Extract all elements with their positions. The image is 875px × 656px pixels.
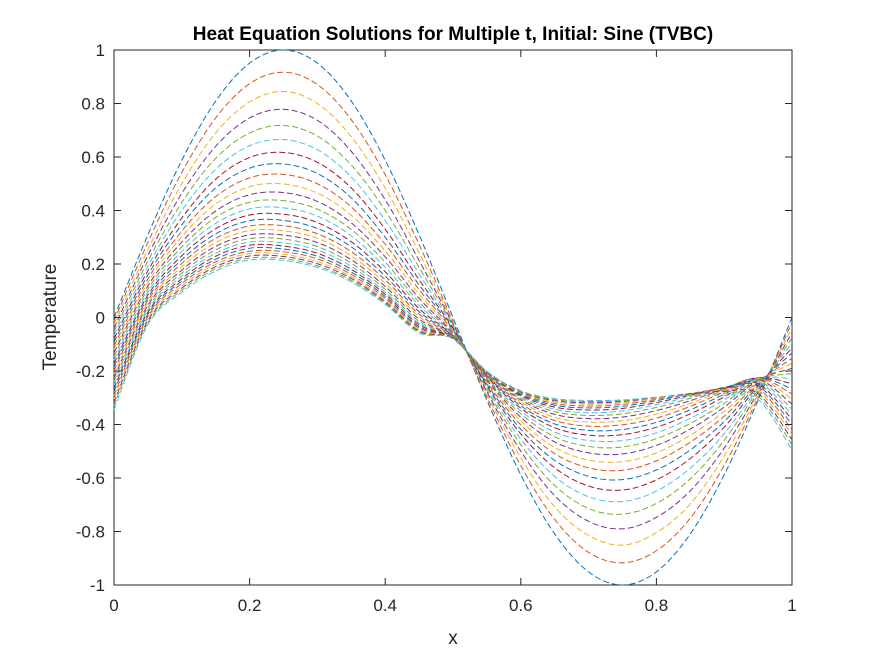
y-tick-label: -0.2 <box>76 362 105 381</box>
y-axis: -1 -0.8 -0.6 -0.4 -0.2 0 0.2 0.4 0.6 0.8 1 <box>76 41 792 595</box>
series-line-18 <box>113 233 793 420</box>
series-line-3 <box>113 90 793 546</box>
y-tick-label: 0 <box>96 309 105 328</box>
series-line-26 <box>113 256 793 446</box>
series-line-6 <box>113 138 793 503</box>
series-line-7 <box>113 151 793 491</box>
x-tick-label: 0 <box>109 596 118 615</box>
series-group <box>113 49 793 586</box>
y-tick-label: 0.4 <box>81 202 105 221</box>
y-tick-label: -1 <box>90 576 105 595</box>
y-tick-label: 0.6 <box>81 148 105 167</box>
series-line-12 <box>113 199 793 449</box>
series-line-11 <box>113 191 793 456</box>
y-tick-label: 0.2 <box>81 255 105 274</box>
series-line-2 <box>113 71 793 564</box>
y-tick-label: -0.4 <box>76 416 105 435</box>
y-tick-label: 1 <box>96 41 105 60</box>
x-axis-label: x <box>448 628 458 649</box>
series-line-8 <box>113 163 793 481</box>
y-tick-label: -0.8 <box>76 523 105 542</box>
series-line-10 <box>113 183 793 463</box>
plot-area <box>113 49 793 586</box>
series-line-4 <box>113 108 793 530</box>
x-axis: 0 0.2 0.4 0.6 0.8 1 <box>109 50 797 615</box>
series-line-21 <box>113 243 793 420</box>
x-tick-label: 0.4 <box>373 596 397 615</box>
series-line-1 <box>113 49 793 586</box>
series-line-5 <box>113 124 793 515</box>
series-line-13 <box>113 206 793 443</box>
series-line-15 <box>113 218 793 432</box>
series-line-9 <box>113 173 793 472</box>
y-axis-label: Temperature <box>40 264 61 371</box>
series-line-19 <box>113 237 793 416</box>
y-tick-label: -0.6 <box>76 469 105 488</box>
series-line-27 <box>113 258 793 451</box>
x-tick-label: 0.8 <box>645 596 669 615</box>
series-line-20 <box>113 240 793 415</box>
y-tick-label: 0.8 <box>81 95 105 114</box>
x-tick-label: 0.2 <box>238 596 262 615</box>
x-tick-label: 0.6 <box>509 596 533 615</box>
x-tick-label: 1 <box>787 596 796 615</box>
chart-title: Heat Equation Solutions for Multiple t, … <box>193 24 713 45</box>
